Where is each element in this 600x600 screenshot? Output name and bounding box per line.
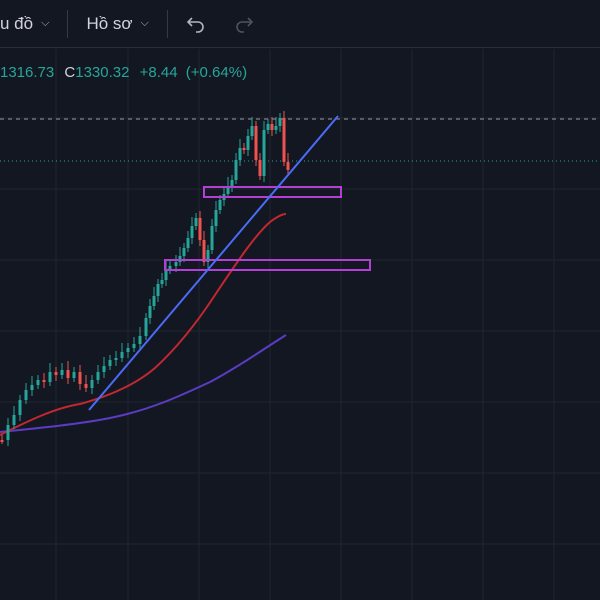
candle-body — [42, 380, 46, 382]
candle-body — [282, 118, 286, 162]
candle-body — [6, 425, 10, 440]
candle-body — [152, 296, 156, 306]
candle-body — [234, 160, 238, 180]
candle-body — [108, 360, 112, 366]
candle-body — [126, 348, 130, 352]
top-toolbar: u đồ ⌵ Hồ sơ ⌵ — [0, 0, 600, 48]
candle-body — [186, 238, 190, 248]
candle-body — [164, 270, 168, 280]
candle-body — [54, 372, 58, 375]
candle-body — [274, 126, 278, 130]
chart-menu-button[interactable]: u đồ ⌵ — [0, 0, 49, 48]
support-zone-lower — [164, 259, 371, 271]
close-label: C — [64, 64, 76, 81]
candle-body — [262, 130, 266, 176]
candle-body — [266, 124, 270, 130]
candle-body — [72, 372, 76, 378]
change-value: +8.44 — [139, 64, 178, 81]
candle-body — [206, 250, 210, 262]
candle-body — [202, 240, 206, 262]
chevron-down-icon: ⌵ — [140, 17, 149, 29]
support-zone-upper — [203, 186, 342, 198]
candle-body — [198, 218, 202, 240]
candlestick-series — [0, 111, 290, 446]
candle-body — [218, 200, 222, 210]
candle-body — [0, 440, 4, 442]
candle-body — [84, 384, 88, 388]
candle-body — [210, 226, 214, 250]
candle-body — [194, 218, 198, 226]
close-value: 1330.32 — [75, 64, 130, 81]
change-percent: (+0.64%) — [185, 64, 248, 81]
candle-body — [90, 380, 94, 388]
toolbar-divider — [166, 9, 168, 38]
candle-body — [160, 280, 164, 284]
price-chart[interactable] — [0, 49, 600, 600]
moving-average-long — [0, 334, 287, 433]
candle-body — [182, 248, 186, 256]
candle-body — [48, 372, 52, 382]
candle-body — [190, 226, 194, 238]
candle-body — [138, 336, 142, 344]
candle-body — [24, 390, 28, 400]
candle-body — [96, 372, 100, 380]
candle-body — [258, 160, 262, 176]
candle-body — [286, 162, 290, 170]
candle-body — [18, 400, 22, 415]
redo-button[interactable] — [220, 0, 268, 48]
moving-average-short — [0, 213, 287, 436]
candle-body — [60, 370, 64, 375]
low-value: 1316.73 — [0, 64, 55, 81]
candle-body — [278, 118, 282, 126]
trend-line — [88, 115, 339, 411]
profile-menu-button[interactable]: Hồ sơ ⌵ — [86, 0, 148, 48]
candle-body — [78, 372, 82, 384]
candle-body — [214, 210, 218, 226]
candle-body — [114, 358, 118, 360]
candle-body — [250, 126, 254, 136]
toolbar-divider — [67, 9, 69, 38]
candle-body — [242, 148, 246, 150]
profile-menu-label: Hồ sơ — [86, 13, 133, 33]
candle-body — [254, 126, 258, 160]
chart-menu-label: u đồ — [0, 13, 34, 33]
candle-body — [156, 284, 160, 296]
candle-body — [66, 370, 70, 378]
undo-button[interactable] — [172, 0, 220, 48]
candle-body — [238, 148, 242, 160]
chart-canvas[interactable] — [0, 49, 600, 600]
ohlc-legend: 1316.73 C1330.32 +8.44 (+0.64%) — [0, 64, 247, 81]
candle-body — [148, 306, 152, 318]
candle-body — [226, 186, 230, 194]
candle-body — [174, 262, 178, 266]
candle-body — [230, 180, 234, 186]
undo-icon — [186, 16, 204, 33]
candle-body — [30, 385, 34, 390]
candle-body — [246, 136, 250, 150]
redo-icon — [236, 16, 254, 33]
candle-body — [120, 352, 124, 358]
candle-body — [102, 366, 106, 372]
candle-body — [270, 124, 274, 130]
chart-grid — [0, 49, 600, 600]
candle-body — [36, 380, 40, 385]
candle-body — [144, 318, 148, 336]
candle-body — [132, 344, 136, 348]
candle-body — [12, 415, 16, 425]
candle-body — [168, 266, 172, 270]
chevron-down-icon: ⌵ — [41, 17, 50, 29]
